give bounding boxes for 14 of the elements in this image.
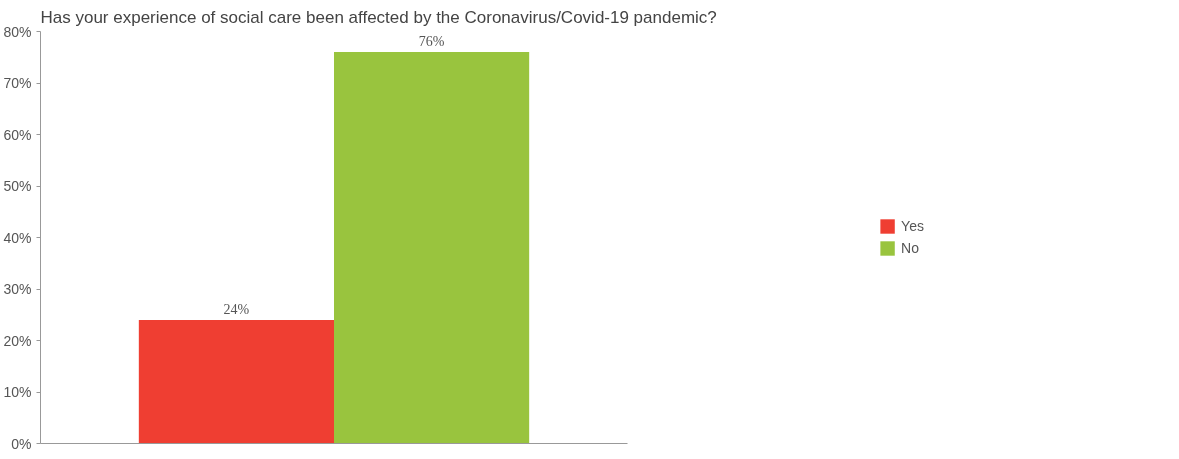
y-tick-label: 40% bbox=[3, 229, 32, 246]
legend-label: No bbox=[901, 240, 920, 256]
chart-title: Has your experience of social care been affected by the Coronavirus/Covid-19 pandemic? bbox=[40, 7, 717, 27]
y-tick-label: 70% bbox=[3, 75, 32, 91]
y-tick-label: 80% bbox=[3, 23, 32, 40]
data-label: 76% bbox=[418, 34, 445, 50]
y-tick-label: 20% bbox=[3, 332, 32, 349]
y-tick-label: 60% bbox=[3, 126, 32, 143]
legend-label: Yes bbox=[901, 218, 924, 234]
y-tick-label: 30% bbox=[3, 281, 32, 297]
y-tick-label: 50% bbox=[3, 178, 32, 194]
y-tick-label: 10% bbox=[3, 384, 32, 400]
data-label: 24% bbox=[223, 301, 250, 317]
y-tick-label: 0% bbox=[11, 435, 32, 452]
